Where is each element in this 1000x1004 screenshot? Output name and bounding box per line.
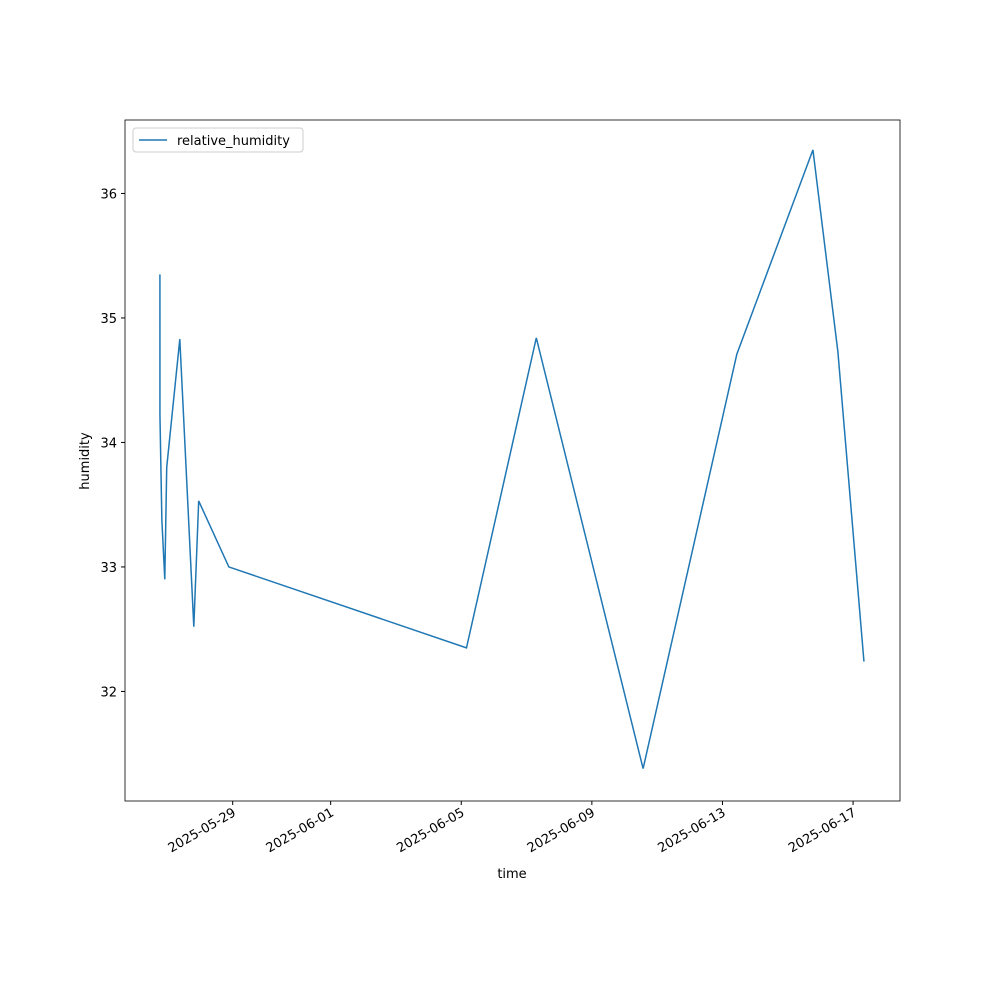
y-tick-label: 35	[100, 312, 117, 327]
line	[159, 149, 865, 769]
legend: relative_humidity	[132, 127, 304, 153]
y-tick-label: 36	[100, 187, 117, 202]
y-tick-label: 33	[100, 561, 117, 576]
legend-box	[132, 127, 304, 153]
legend-label: relative_humidity	[177, 134, 290, 149]
x-axis-label: time	[497, 867, 526, 882]
y-tick-label: 34	[100, 436, 117, 451]
y-tick-label: 32	[100, 685, 117, 700]
y-axis-label: humidity	[78, 432, 93, 490]
plot-frame	[124, 119, 901, 802]
